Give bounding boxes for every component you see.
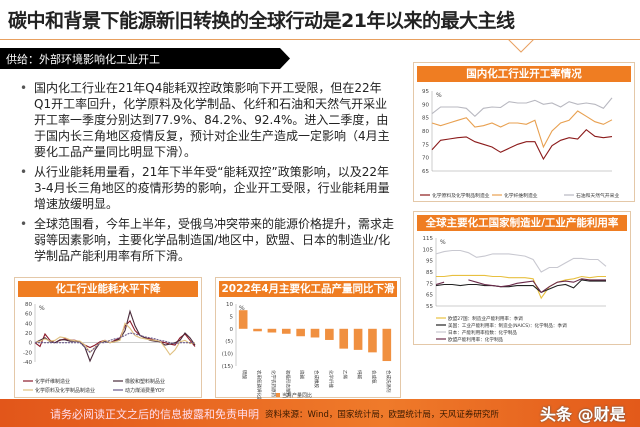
section-banner: 供给：外部环境影响化工业开工 <box>0 48 290 69</box>
chart-product-output-yoy: 2022年4月主要化工品产量同比下滑 10 5 0 (5) (10) (15)% 硫酸 农用氮… <box>215 277 401 399</box>
series-line <box>435 278 606 294</box>
legend-label: 欧盟27国：制造业产能利用率：季调 <box>448 315 523 322</box>
chart-title: 全球主要化工国家制造业/工业产能利用率 <box>417 215 627 231</box>
y-tick-label: 5 <box>230 314 234 320</box>
legend-label: 美国：工业产能利用率：制造业(NAICS)：化学制品：季调 <box>448 322 567 329</box>
bar <box>368 328 377 353</box>
y-axis-unit: % <box>440 239 446 246</box>
y-tick-label: 85 <box>426 270 433 276</box>
y-tick-label: 0 <box>29 341 33 347</box>
legend-label: 石油和天然气开采业 <box>576 192 619 199</box>
chart-domestic-operating-rate: 国内化工行业开工率情况 65 70 75 80 85 90 95% 化学原料及化学制品制造业 化… <box>413 62 635 202</box>
chart-global-capacity-utilization: 全球主要化工国家制造业/工业产能利用率 55 65 75 85 95 105 115% 欧盟2… <box>413 211 631 345</box>
y-tick-label: 80 <box>422 129 429 135</box>
disclaimer-link[interactable]: 请务必阅读正文之后的信息披露和免责申明 <box>50 408 259 421</box>
bar <box>353 328 363 350</box>
y-axis-unit: % <box>39 305 45 312</box>
legend-label: 动力煤消费量YOY <box>125 387 165 394</box>
bar <box>325 328 334 340</box>
bullet-item: 从行业能耗用量看，21年下半年受“能耗双控”政策影响，以及22年3-4月长三角地… <box>18 164 398 212</box>
chart-energy-consumption: 化工行业能耗水平下降 -40 -20 0 20 40 60 80% 化学纤维制造业 橡胶和塑料制… <box>14 277 202 398</box>
x-tick-label: 化学农药原药 <box>270 370 277 397</box>
x-tick-label: 化学纤维 <box>327 370 334 388</box>
x-tick-label: 初级形态塑料 <box>284 370 291 397</box>
y-tick-label: 85 <box>422 116 429 122</box>
y-tick-label: 55 <box>426 304 433 310</box>
legend-label: 化学原料及化学制品制造业 <box>35 387 95 394</box>
series-line <box>435 279 606 294</box>
series-line <box>34 322 196 356</box>
y-tick-label: 40 <box>25 321 32 327</box>
bar <box>382 328 392 362</box>
bar <box>253 328 262 332</box>
legend-label: 欧盟产能利用率：化学制品 <box>448 336 504 343</box>
watermark: 头条 @财是 <box>540 405 626 424</box>
y-tick-label: (5) <box>225 339 233 345</box>
y-tick-label: 70 <box>422 156 429 162</box>
chart-title: 国内化工行业开工率情况 <box>417 66 631 82</box>
y-tick-label: -40 <box>23 360 32 366</box>
footer: 请务必阅读正文之后的信息披露和免责申明 资料来源：Wind，国家统计局，欧盟统计… <box>0 399 640 427</box>
chart-title: 化工行业能耗水平下降 <box>18 281 198 297</box>
y-tick-label: 65 <box>426 293 433 299</box>
x-tick-label: 乙烯 <box>342 370 349 379</box>
y-tick-label: 95 <box>422 89 429 95</box>
bullet-item: 国内化工行业在21年Q4能耗双控政策影响下开工受限，但在22年Q1开工率回升，化… <box>18 80 398 160</box>
chevron-down-icon <box>508 39 534 53</box>
series-line <box>435 249 607 273</box>
legend-label: 化学纤维制造业 <box>504 192 538 199</box>
y-tick-label: -20 <box>23 350 32 356</box>
y-tick-label: 65 <box>422 169 429 175</box>
x-tick-label: 纯碱 <box>356 370 363 379</box>
x-tick-label: 农用氮磷钾化肥 <box>256 370 263 399</box>
y-tick-label: 95 <box>426 259 433 265</box>
y-tick-label: 90 <box>422 102 429 108</box>
legend-label: 日本：产能利用率指数：化学制品 <box>448 329 517 336</box>
y-tick-label: 10 <box>226 302 233 308</box>
y-tick-label: (10) <box>222 352 233 358</box>
series-line <box>35 332 195 354</box>
y-tick-label: 60 <box>25 312 32 318</box>
bar <box>296 328 305 337</box>
x-tick-label: 合成氨 <box>370 370 377 384</box>
bar <box>310 328 320 338</box>
series-line <box>431 128 613 161</box>
page-title: 碳中和背景下能源新旧转换的全球行动是21年以来的最大主线 <box>8 10 515 32</box>
y-tick-label: 105 <box>423 247 434 253</box>
bar <box>281 328 291 334</box>
y-axis-unit: % <box>436 92 442 99</box>
series-line <box>431 97 613 118</box>
x-tick-label: 烧碱 <box>299 370 306 379</box>
bar <box>238 310 248 329</box>
legend-label: 当月产量同比 <box>282 392 312 399</box>
y-tick-label: 75 <box>422 142 429 148</box>
bullet-list: 国内化工行业在21年Q4能耗双控政策影响下开工受限，但在22年Q1开工率回升，化… <box>18 80 398 268</box>
legend-label: 化学纤维制造业 <box>35 378 70 385</box>
x-tick-label: 硫酸 <box>241 370 248 379</box>
bar <box>267 328 277 333</box>
bullet-item: 全球范围看，今年上半年，受俄乌冲突带来的能源价格提升，需求走弱等因素影响，主要化… <box>18 216 398 264</box>
section-banner-label: 供给：外部环境影响化工业开工 <box>6 53 160 66</box>
legend-label: 化学原料及化学制品制造业 <box>432 192 490 199</box>
series-line <box>436 274 606 300</box>
chart-title: 2022年4月主要化工品产量同比下滑 <box>219 281 397 297</box>
legend-swatch <box>276 393 280 397</box>
y-tick-label: 80 <box>25 302 32 308</box>
y-axis-unit: % <box>239 305 245 312</box>
legend-label: 橡胶和塑料制品业 <box>125 378 165 385</box>
source-note: 资料来源：Wind，国家统计局，欧盟统计局，天风证券研究所 <box>265 410 499 420</box>
y-tick-label: 115 <box>423 236 434 242</box>
x-tick-label: 合成橡胶 <box>313 370 320 388</box>
y-tick-label: 75 <box>426 281 433 287</box>
y-tick-label: 0 <box>230 327 234 333</box>
divider <box>0 39 640 40</box>
y-tick-label: (15) <box>222 364 233 370</box>
x-tick-label: 合成洗涤剂 <box>385 370 392 393</box>
y-tick-label: 20 <box>25 331 32 337</box>
bar <box>339 328 349 349</box>
series-line <box>431 110 613 149</box>
